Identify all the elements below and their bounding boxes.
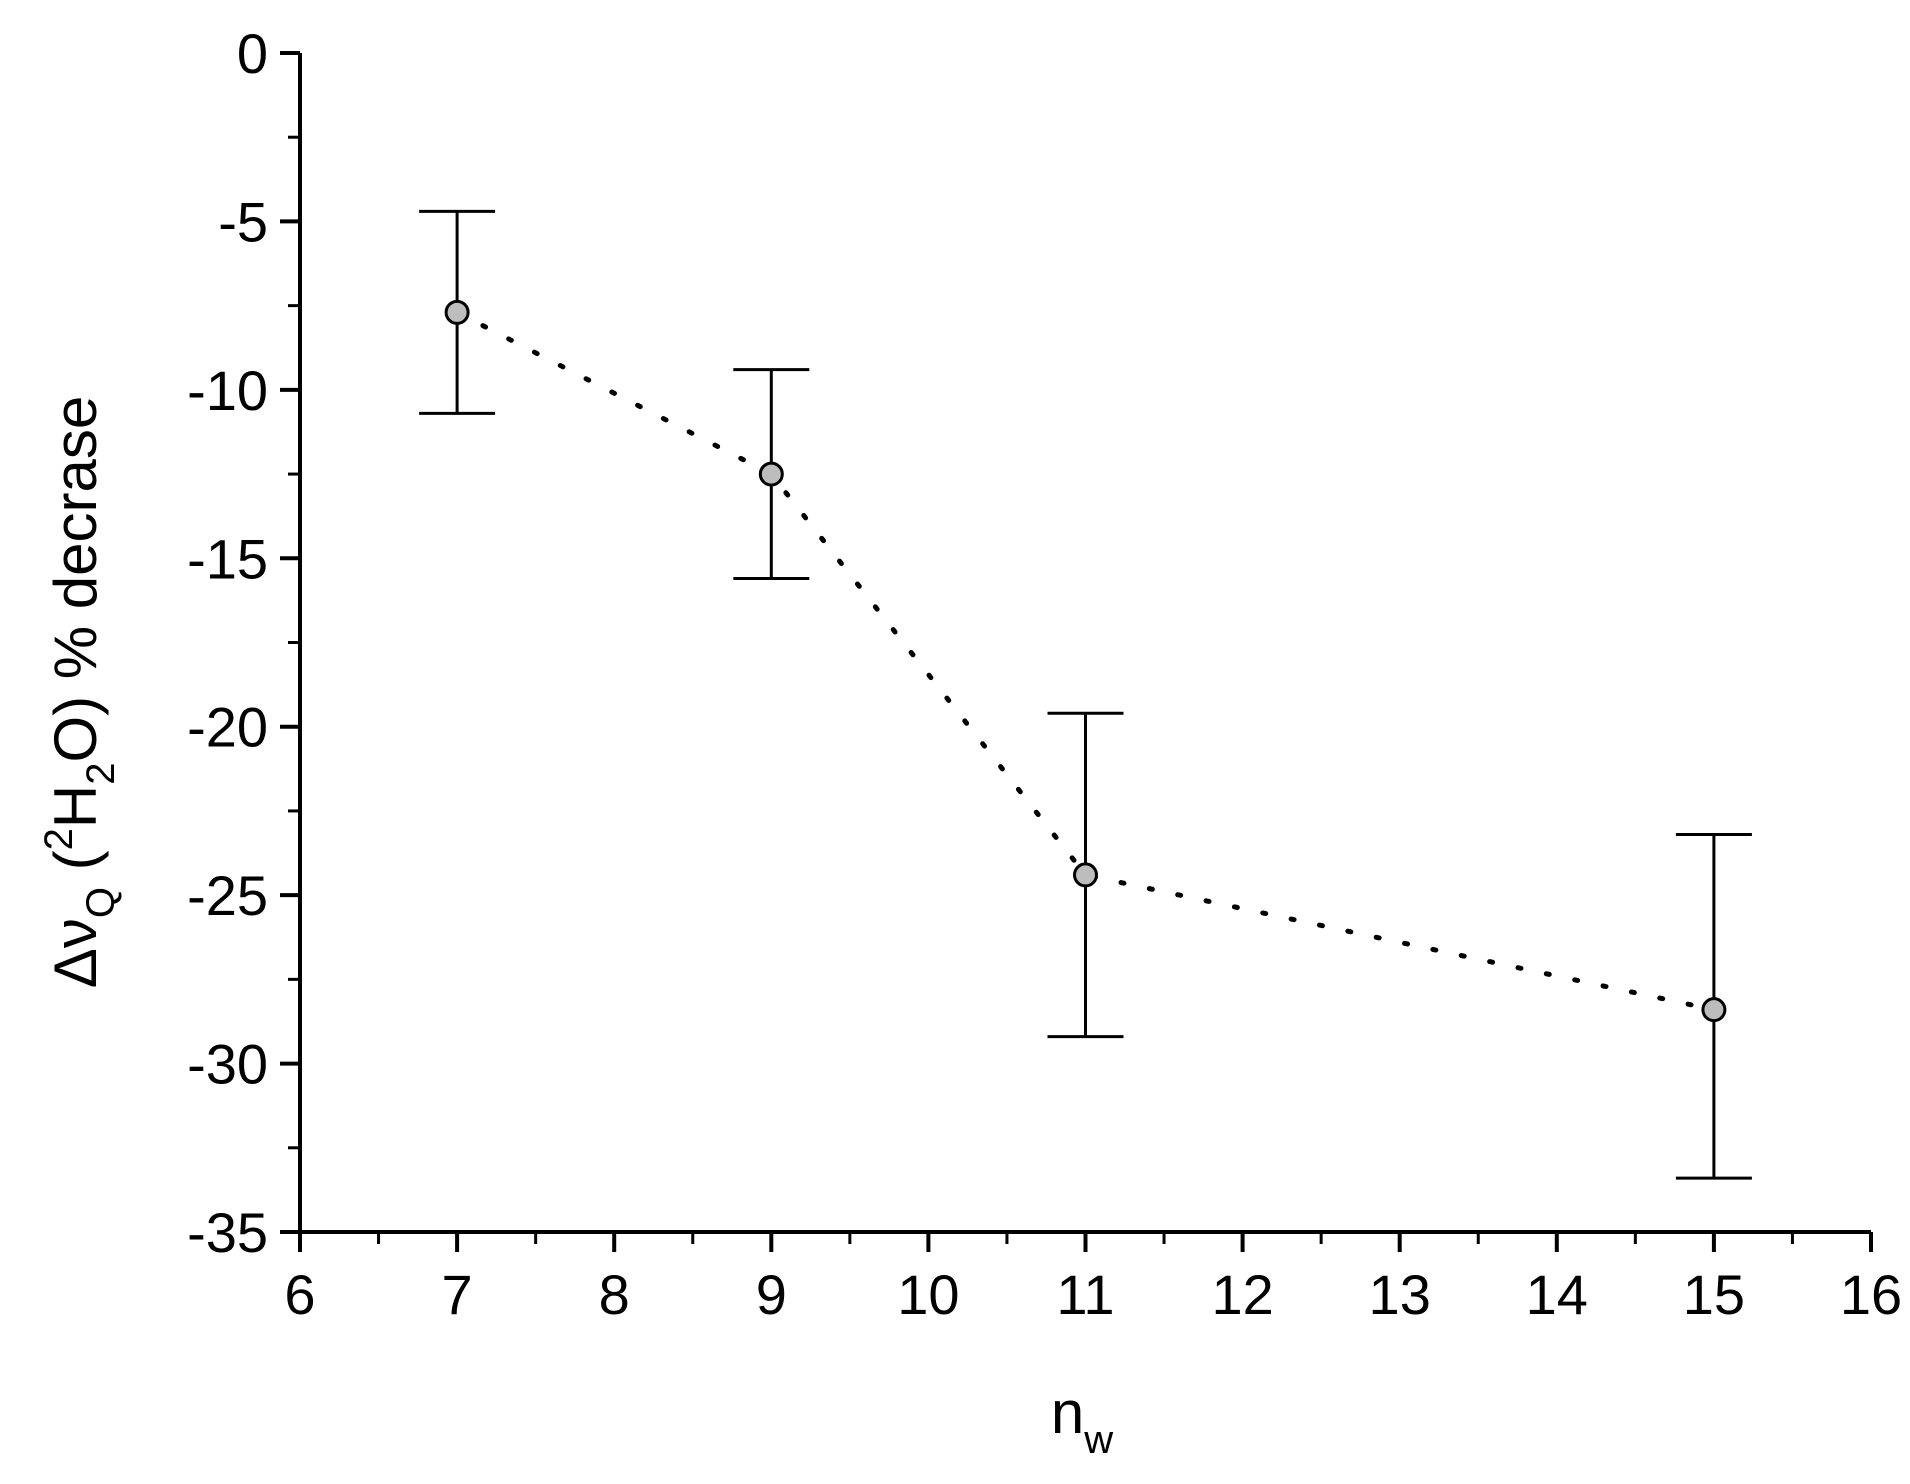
y-tick-label--10: -10 [187, 359, 268, 422]
y-axis-title: ΔνQ (2H2O) % decrase [37, 396, 123, 989]
x-tick-label-6: 6 [284, 1263, 315, 1326]
y-tick-label--30: -30 [187, 1033, 268, 1096]
y-tick-label--25: -25 [187, 864, 268, 927]
x-tick-label-14: 14 [1526, 1263, 1588, 1326]
y-tick-label--35: -35 [187, 1201, 268, 1264]
x-tick-label-13: 13 [1369, 1263, 1431, 1326]
x-tick-label-11: 11 [1056, 1263, 1114, 1326]
x-tick-label-7: 7 [442, 1263, 473, 1326]
y-tick-label--5: -5 [218, 190, 268, 253]
x-tick-label-15: 15 [1683, 1263, 1745, 1326]
y-tick-label--20: -20 [187, 696, 268, 759]
y-tick-label-0: 0 [237, 22, 268, 85]
x-tick-label-10: 10 [897, 1263, 959, 1326]
x-tick-label-8: 8 [599, 1263, 630, 1326]
data-point [1701, 997, 1727, 1023]
y-ticks: 0 -5 -10 -15 -20 -25 -30 -35 [187, 22, 300, 1264]
x-axis-title: nw [1051, 1379, 1113, 1462]
x-tick-label-9: 9 [756, 1263, 787, 1326]
data-point [758, 461, 784, 487]
data-point [444, 299, 470, 325]
x-tick-label-16: 16 [1840, 1263, 1902, 1326]
series [419, 209, 1752, 1180]
series-line-0 [454, 309, 1717, 1013]
data-point [1073, 862, 1098, 888]
y-tick-label--15: -15 [187, 527, 268, 590]
x-ticks: 6 7 8 9 10 11 12 13 14 15 16 [284, 1232, 1902, 1326]
axes [298, 53, 1871, 1234]
x-tick-label-12: 12 [1211, 1263, 1273, 1326]
